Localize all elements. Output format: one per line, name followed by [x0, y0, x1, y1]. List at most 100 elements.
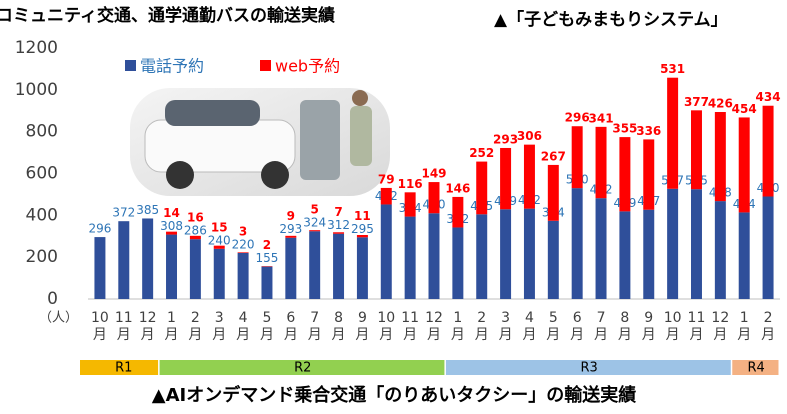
value-label: 16: [187, 211, 204, 225]
y-tick-label: 200: [26, 247, 58, 267]
value-label: 426: [708, 97, 733, 111]
bar-segment: [452, 197, 463, 228]
value-label: 372: [112, 206, 135, 220]
page: ▲AIオンデマンド乗合交通「のりあいタクシー」の輸送実績 （人） 0200400…: [0, 0, 787, 414]
x-tick-label: 4月: [520, 310, 538, 344]
bar-segment: [118, 221, 129, 299]
value-label: 295: [351, 222, 374, 236]
bar-segment: [476, 162, 487, 215]
x-tick-label: 2月: [186, 310, 204, 344]
value-label: 312: [327, 218, 350, 232]
value-label: 341: [589, 111, 614, 125]
bar-segment: [715, 201, 726, 299]
bar-segment: [691, 189, 702, 299]
legend-swatch: [125, 60, 136, 71]
value-label: 355: [612, 122, 637, 136]
y-tick-label: 600: [26, 164, 58, 184]
bar-segment: [357, 235, 368, 237]
value-label: 3: [239, 224, 247, 238]
value-label: 267: [541, 149, 566, 163]
photo: [130, 88, 390, 196]
bar-segment: [739, 212, 750, 299]
x-tick-label: 12月: [425, 310, 443, 344]
bar-segment: [94, 237, 105, 299]
bar-segment: [166, 232, 177, 235]
value-label: 146: [445, 181, 470, 195]
value-label: 155: [256, 251, 279, 265]
x-tick-label: 8月: [330, 310, 348, 344]
value-label: 286: [184, 224, 207, 238]
bar-segment: [238, 252, 249, 253]
y-tick-label: 1000: [15, 80, 58, 100]
x-tick-label: 1月: [735, 310, 753, 344]
x-tick-label: 6月: [282, 310, 300, 344]
y-tick-label: 1200: [15, 38, 58, 58]
legend-label: 電話予約: [140, 57, 204, 76]
legend-swatch: [260, 60, 271, 71]
bar-segment: [500, 209, 511, 299]
header-right: ▲「子どもみまもりシステム」: [494, 5, 728, 30]
bar-segment: [142, 218, 153, 299]
bar-segment: [333, 234, 344, 299]
bar-segment: [667, 78, 678, 189]
bar-segment: [572, 126, 583, 188]
value-label: 324: [303, 216, 326, 230]
value-label: 240: [208, 233, 231, 247]
x-tick-label: 12月: [139, 310, 157, 344]
value-label: 531: [660, 62, 685, 76]
x-tick-label: 4月: [234, 310, 252, 344]
bar-segment: [429, 213, 440, 299]
period-label: R4: [747, 361, 764, 376]
value-label: 11: [354, 209, 371, 223]
bar-segment: [214, 249, 225, 299]
value-label: 149: [421, 167, 446, 181]
value-label: 385: [136, 203, 159, 217]
bar-segment: [667, 189, 678, 299]
bar-segment: [763, 106, 774, 197]
value-label: 293: [279, 222, 302, 236]
x-tick-label: 3月: [497, 310, 515, 344]
value-label: 5: [311, 203, 319, 217]
bar-segment: [548, 165, 559, 221]
bar-segment: [619, 211, 630, 299]
value-label: 220: [232, 237, 255, 251]
bar-segment: [596, 127, 607, 198]
bar-segment: [214, 246, 225, 249]
x-tick-label: 11月: [401, 310, 419, 344]
bar-segment: [476, 214, 487, 299]
x-tick-label: 2月: [759, 310, 777, 344]
chart: ▲AIオンデマンド乗合交通「のりあいタクシー」の輸送実績 （人） 0200400…: [0, 0, 787, 414]
x-tick-label: 11月: [687, 310, 705, 344]
x-tick-label: 3月: [210, 310, 228, 344]
bar-segment: [452, 227, 463, 299]
bar-segment: [333, 232, 344, 233]
x-tick-label: 11月: [115, 310, 133, 344]
value-label: 434: [756, 90, 781, 104]
bar-segment: [309, 231, 320, 299]
bar-segment: [285, 236, 296, 238]
y-tick-label: 0: [47, 289, 58, 309]
value-label: 306: [517, 129, 542, 143]
legend-label: web予約: [275, 57, 340, 76]
value-label: 9: [287, 209, 295, 223]
bar-segment: [309, 230, 320, 231]
bar-segment: [572, 188, 583, 299]
value-label: 377: [684, 95, 709, 109]
value-label: 293: [493, 132, 518, 146]
value-label: 252: [469, 146, 494, 160]
bar-segment: [166, 235, 177, 299]
period-label: R1: [115, 361, 132, 376]
x-tick-label: 2月: [473, 310, 491, 344]
x-tick-label: 1月: [449, 310, 467, 344]
x-tick-label: 10月: [664, 310, 682, 344]
bar-segment: [715, 112, 726, 201]
bar-segment: [619, 137, 630, 211]
bar-segment: [190, 239, 201, 299]
value-label: 14: [163, 206, 180, 220]
bar-segment: [691, 110, 702, 189]
bar-segment: [548, 221, 559, 299]
bar-segment: [763, 197, 774, 299]
x-tick-label: 6月: [568, 310, 586, 344]
header-left: コミュニティ交通、通学通勤バスの輸送実績: [0, 1, 335, 26]
value-label: 116: [398, 177, 423, 191]
